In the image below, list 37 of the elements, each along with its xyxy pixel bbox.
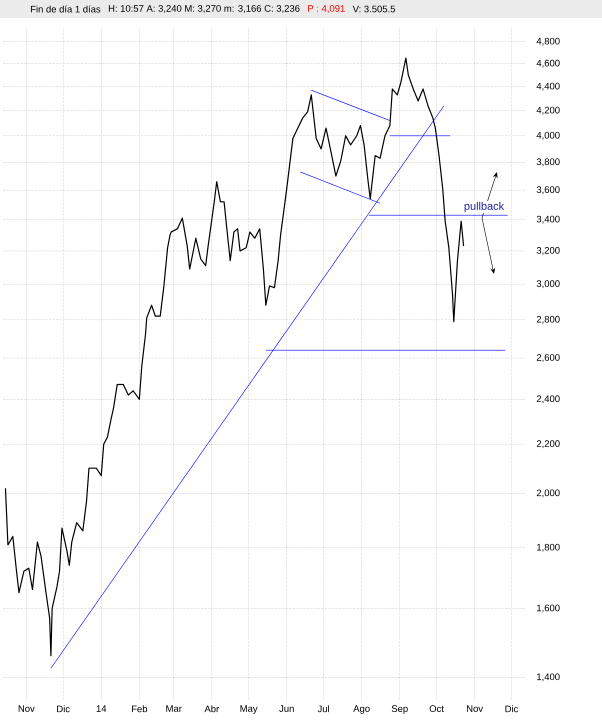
- chart-title: Fin de día 1 días: [30, 5, 100, 13]
- y-tick-label: 3,600: [536, 186, 560, 194]
- x-tick-label: May: [240, 705, 258, 714]
- text: V: 3.505.5: [352, 6, 396, 12]
- x-tick-label: Sep: [392, 705, 408, 714]
- x-tick-label: Ago: [353, 705, 370, 714]
- x-tick-label: Nov: [467, 705, 484, 712]
- x-tick-label: Jul: [318, 705, 329, 712]
- x-tick-label: Abr: [204, 705, 220, 712]
- x-tick-label: Feb: [132, 705, 148, 712]
- y-tick-label: 1,800: [537, 544, 560, 552]
- x-tick-label: Jun: [279, 705, 294, 712]
- y-tick-label: 2,400: [536, 395, 560, 404]
- y-tick-label: 3,800: [536, 158, 560, 166]
- chart-subtitle: H: 10:57 A: 3,240 M: 3,270 m: 3,166 C: 3,236: [108, 5, 300, 13]
- y-tick-label: 3,400: [536, 216, 560, 224]
- x-tick-label: Dic: [57, 705, 70, 712]
- y-tick-label: 2,000: [536, 490, 560, 498]
- y-tick-label: 4,000: [536, 132, 560, 140]
- y-tick-label: 1,600: [537, 604, 560, 612]
- y-tick-label: 4,400: [536, 82, 560, 91]
- y-tick-label: 4,200: [536, 106, 560, 115]
- annotation: pullback: [464, 202, 504, 212]
- y-tick-label: 2,800: [536, 316, 560, 324]
- x-tick-label: Oct: [430, 705, 444, 712]
- x-tick-label: 14: [96, 705, 106, 712]
- x-tick-label: Nov: [18, 705, 35, 712]
- x-tick-label: Dic: [505, 705, 518, 712]
- x-tick-label: Mar: [166, 705, 182, 712]
- y-tick-label: 3,200: [536, 247, 560, 255]
- y-tick-label: 1,400: [537, 673, 560, 682]
- y-tick-label: 3,000: [536, 280, 560, 288]
- text: P : 4,091: [308, 5, 345, 13]
- y-tick-label: 2,200: [536, 440, 560, 448]
- y-tick-label: 2,600: [536, 354, 560, 362]
- y-tick-label: 4,600: [536, 60, 560, 68]
- y-tick-label: 4,800: [536, 38, 560, 46]
